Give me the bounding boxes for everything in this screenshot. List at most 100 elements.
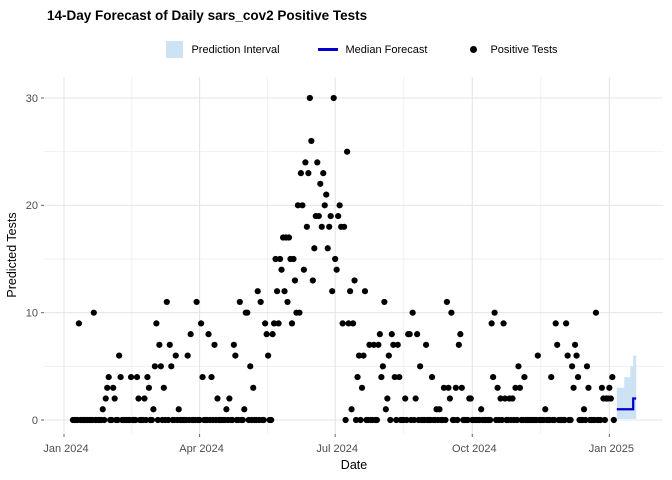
data-point — [606, 384, 613, 391]
data-point — [175, 406, 182, 413]
data-point — [346, 288, 354, 295]
data-point — [373, 416, 380, 424]
median-forecast-line-icon — [317, 41, 338, 58]
data-point — [382, 406, 389, 413]
data-point — [299, 202, 306, 209]
data-point — [101, 416, 108, 424]
data-point — [387, 416, 394, 424]
data-point — [339, 320, 346, 327]
legend-label-prediction-interval: Prediction Interval — [191, 43, 280, 56]
data-point — [443, 298, 451, 306]
data-point — [452, 384, 459, 391]
data-point — [111, 395, 118, 402]
positive-tests-dot-icon — [465, 41, 482, 58]
data-point — [607, 395, 614, 402]
x-tick-label: Oct 2024 — [452, 443, 497, 455]
data-point — [285, 234, 293, 241]
data-point — [317, 180, 324, 187]
data-point — [583, 363, 591, 370]
data-point — [154, 416, 161, 424]
data-point — [403, 416, 410, 424]
data-point — [320, 170, 327, 177]
data-point — [300, 266, 307, 273]
data-point — [99, 406, 106, 413]
data-point — [333, 266, 340, 273]
data-point — [464, 416, 471, 424]
data-point — [244, 309, 251, 316]
y-axis-title: Predicted Tests — [5, 212, 19, 298]
data-point — [330, 94, 337, 102]
prediction-interval-swatch-icon — [166, 41, 184, 58]
data-point — [260, 416, 267, 424]
data-point — [552, 320, 559, 327]
data-point — [448, 309, 455, 316]
data-point — [241, 406, 248, 413]
data-point — [335, 212, 342, 220]
data-point — [229, 416, 236, 424]
data-point — [336, 202, 343, 209]
y-tick-label: 0 — [32, 415, 38, 427]
data-point — [263, 331, 270, 338]
data-point — [417, 363, 424, 370]
data-point — [262, 320, 269, 327]
data-point — [214, 395, 221, 402]
data-point — [412, 395, 419, 402]
data-point — [563, 320, 570, 327]
data-point — [393, 416, 400, 424]
data-point — [567, 416, 574, 424]
data-point — [144, 373, 151, 381]
page-title: 14-Day Forecast of Daily sars_cov2 Posit… — [47, 8, 368, 23]
data-point — [308, 137, 315, 145]
data-point — [478, 406, 485, 413]
data-point — [385, 352, 392, 359]
data-point — [90, 309, 97, 316]
data-point — [108, 416, 115, 424]
data-point — [265, 352, 272, 359]
data-point — [573, 352, 580, 359]
data-point — [342, 416, 349, 424]
data-point — [272, 255, 279, 263]
data-point — [254, 288, 261, 295]
data-point — [467, 395, 474, 402]
data-point — [116, 352, 123, 359]
data-point — [598, 384, 605, 391]
data-point — [150, 406, 157, 413]
data-point — [457, 331, 464, 338]
data-point — [521, 373, 528, 381]
data-point — [375, 341, 382, 348]
x-tick-label: Jan 2024 — [43, 443, 88, 455]
data-point — [151, 363, 158, 370]
data-point — [446, 395, 454, 402]
data-point — [165, 416, 172, 424]
data-point — [187, 331, 194, 338]
data-point — [344, 148, 351, 155]
data-point — [571, 341, 579, 348]
data-point — [366, 341, 373, 348]
data-point — [534, 352, 541, 359]
data-point — [199, 373, 206, 381]
data-point — [247, 363, 254, 370]
data-point — [239, 416, 246, 424]
data-point — [516, 384, 524, 391]
data-point — [348, 406, 355, 413]
data-point — [297, 170, 305, 177]
legend-label-positive-tests: Positive Tests — [490, 43, 558, 56]
data-point — [406, 331, 413, 338]
data-point — [564, 352, 571, 359]
data-point — [326, 223, 333, 230]
data-point — [102, 395, 109, 402]
data-point — [135, 395, 142, 402]
data-point — [440, 384, 448, 391]
data-point — [455, 341, 462, 348]
data-point — [324, 245, 331, 252]
data-point — [208, 373, 215, 381]
data-point — [223, 406, 230, 413]
data-point — [391, 373, 398, 381]
data-point — [554, 341, 561, 348]
data-point — [570, 384, 577, 391]
data-point — [303, 223, 310, 230]
data-point — [315, 212, 322, 220]
data-point — [114, 416, 121, 424]
data-point — [172, 352, 179, 359]
